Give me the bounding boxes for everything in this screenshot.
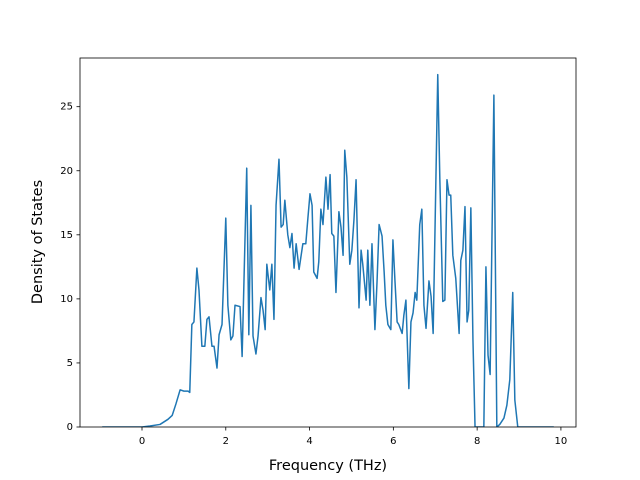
plot-frame xyxy=(79,57,577,428)
y-tick-label: 5 xyxy=(67,358,73,369)
y-tick-label: 20 xyxy=(60,166,73,177)
y-axis-label: Density of States xyxy=(30,180,46,304)
x-tick-label: 8 xyxy=(474,436,480,447)
x-tick-label: 2 xyxy=(223,436,229,447)
x-tick-label: 4 xyxy=(306,436,312,447)
y-tick-label: 10 xyxy=(60,294,73,305)
x-axis-label: Frequency (THz) xyxy=(269,458,387,474)
x-tick-label: 10 xyxy=(555,436,568,447)
y-tick-label: 15 xyxy=(60,230,73,241)
y-tick-label: 25 xyxy=(60,102,73,113)
data-line xyxy=(102,73,554,427)
x-tick-label: 6 xyxy=(390,436,396,447)
x-tick-label: 0 xyxy=(139,436,145,447)
y-tick-label: 0 xyxy=(67,422,73,433)
